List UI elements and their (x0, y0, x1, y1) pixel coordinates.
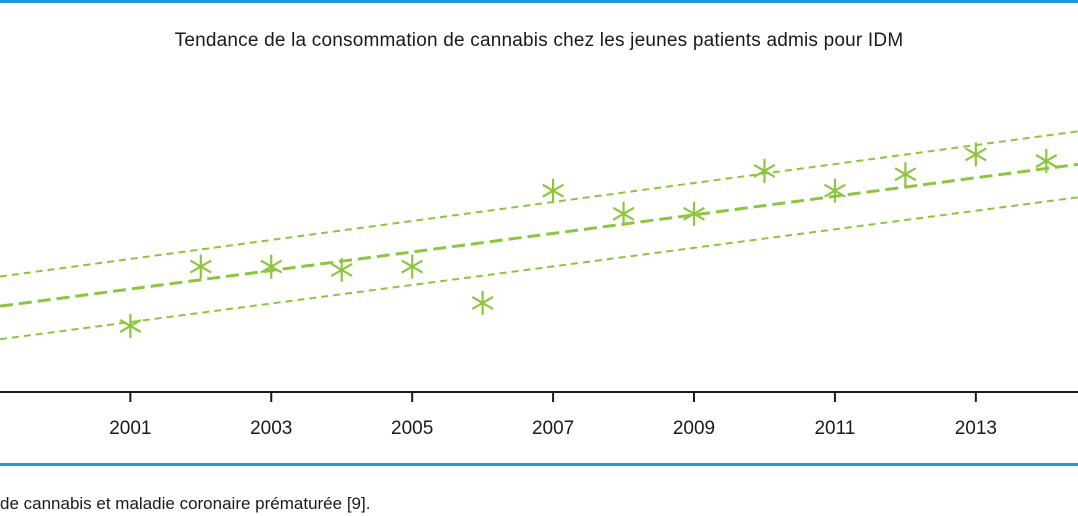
data-point (330, 257, 353, 282)
data-point (823, 178, 846, 203)
x-tick-label: 2007 (532, 418, 574, 439)
data-point (189, 254, 212, 279)
x-tick-label: 2003 (250, 418, 292, 439)
chart-plot: 2001 2003 2005 2007 2009 2011 2013 (0, 130, 1078, 439)
trend-line (0, 162, 1078, 308)
data-point (894, 162, 917, 187)
data-point (260, 254, 283, 279)
frame-top-border (0, 0, 1078, 3)
x-tick-label: 2001 (109, 418, 151, 439)
x-tick-label: 2011 (814, 418, 855, 439)
frame-bottom-border (0, 463, 1078, 466)
confidence-band-upper (0, 130, 1078, 278)
data-point (612, 201, 635, 226)
data-point (964, 142, 987, 167)
data-point (401, 254, 424, 279)
data-point (542, 178, 565, 203)
data-point (753, 158, 776, 183)
x-tick-label: 2009 (673, 418, 715, 439)
data-point (471, 290, 494, 315)
x-tick-label: 2005 (391, 418, 433, 439)
x-tick-label: 2013 (955, 418, 997, 439)
data-point (119, 314, 142, 338)
data-point (1035, 149, 1058, 173)
figure-caption: de cannabis et maladie coronaire prématu… (0, 494, 371, 513)
chart-title: Tendance de la consommation de cannabis … (174, 30, 904, 51)
data-point (683, 201, 705, 226)
confidence-band-lower (0, 196, 1078, 341)
